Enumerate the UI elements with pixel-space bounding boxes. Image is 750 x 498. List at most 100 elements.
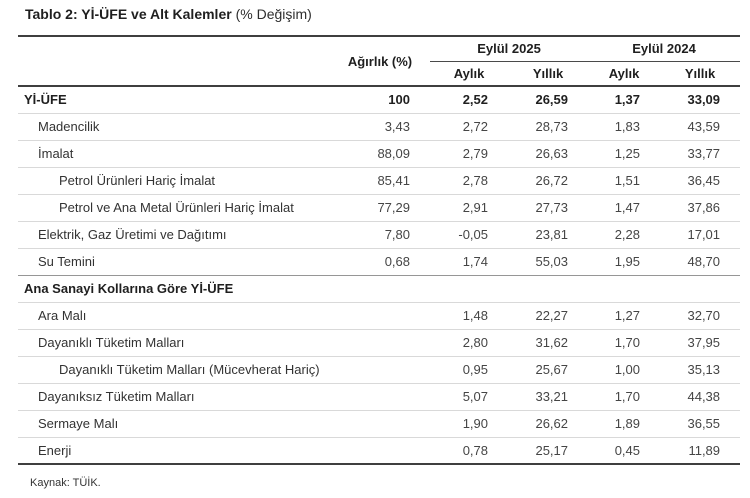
cell-yillik-2025: 22,27 [508, 301, 589, 329]
cell-yillik-2024: 44,38 [660, 382, 741, 410]
cell-yillik-2025: 27,73 [508, 193, 589, 221]
row-label: Dayanıksız Tüketim Malları [18, 382, 334, 410]
cell-weight: 85,41 [334, 166, 430, 194]
cell-weight [334, 382, 430, 410]
cell-weight: 88,09 [334, 139, 430, 167]
cell-yillik-2025: 23,81 [508, 220, 589, 248]
table-row: Dayanıklı Tüketim Malları (Mücevherat Ha… [18, 355, 741, 383]
cell-aylik-2024: 1,47 [588, 193, 661, 221]
cell-yillik-2025: 26,62 [508, 409, 589, 437]
cell-yillik-2024 [660, 274, 741, 302]
table-header: Ağırlık (%) Eylül 2025 Eylül 2024 Aylık … [18, 36, 741, 86]
row-label: Madencilik [18, 112, 334, 140]
cell-aylik-2024: 1,00 [588, 355, 661, 383]
row-label: Yİ-ÜFE [24, 92, 67, 108]
header-sub-row: Aylık Yıllık Aylık Yıllık [18, 61, 740, 86]
cell-weight [334, 274, 430, 302]
table-row: Ara Malı 1,48 22,27 1,27 32,70 [18, 301, 741, 329]
cell-yillik-2025: 26,63 [508, 139, 589, 167]
header-yillik-2025: Yıllık [532, 65, 564, 81]
row-label: Ara Malı [18, 301, 334, 329]
row-label: Dayanıklı Tüketim Malları [18, 328, 334, 356]
row-label: Petrol ve Ana Metal Ürünleri Hariç İmala… [18, 193, 334, 221]
cell-yillik-2025: 26,72 [508, 166, 589, 194]
cell-weight: 77,29 [334, 193, 430, 221]
cell-aylik-2025: 2,80 [430, 328, 508, 356]
cell-aylik-2024: 1,70 [588, 328, 661, 356]
table-row: İmalat 88,09 2,79 26,63 1,25 33,77 [18, 139, 741, 167]
row-label: Petrol Ürünleri Hariç İmalat [18, 166, 334, 194]
table-row: Sermaye Malı 1,90 26,62 1,89 36,55 [18, 409, 741, 437]
cell-aylik-2024: 1,89 [588, 409, 661, 437]
cell-aylik-2024: 1,83 [588, 112, 661, 140]
cell-aylik-2025: -0,05 [430, 220, 508, 248]
row-label: Enerji [18, 436, 334, 464]
header-aylik-2024: Aylık [608, 65, 640, 81]
cell-yillik-2025: 28,73 [508, 112, 589, 140]
cell-aylik-2025: 1,48 [430, 301, 508, 329]
cell-yillik-2024: 32,70 [660, 301, 741, 329]
row-label: Elektrik, Gaz Üretimi ve Dağıtımı [18, 220, 334, 248]
cell-yillik-2025: 25,67 [508, 355, 589, 383]
cell-yillik-2024: 36,55 [660, 409, 741, 437]
cell-yillik-2024: 11,89 [660, 436, 741, 464]
table-row: Petrol ve Ana Metal Ürünleri Hariç İmala… [18, 193, 741, 221]
header-group-eylul-2025: Eylül 2025 [430, 36, 589, 62]
table-row: Elektrik, Gaz Üretimi ve Dağıtımı 7,80 -… [18, 220, 741, 248]
yi-ufe-table: Ağırlık (%) Eylül 2025 Eylül 2024 Aylık … [18, 35, 741, 465]
table-row: Madencilik 3,43 2,72 28,73 1,83 43,59 [18, 112, 741, 140]
table-row: Yİ-ÜFE 100 2,52 26,59 1,37 33,09 [18, 86, 740, 113]
row-label: İmalat [18, 139, 334, 167]
cell-yillik-2025: 26,59 [535, 92, 569, 108]
table-row: Dayanıklı Tüketim Malları 2,80 31,62 1,7… [18, 328, 741, 356]
table-row: Su Temini 0,68 1,74 55,03 1,95 48,70 [18, 247, 741, 275]
header-empty-cell [18, 36, 334, 86]
table-row: Dayanıksız Tüketim Malları 5,07 33,21 1,… [18, 382, 741, 410]
cell-aylik-2024: 2,28 [588, 220, 661, 248]
header-group-eylul-2024: Eylül 2024 [588, 36, 741, 62]
row-label: Dayanıklı Tüketim Malları (Mücevherat Ha… [18, 355, 334, 383]
cell-weight [334, 436, 430, 464]
table-title: Tablo 2: Yİ-ÜFE ve Alt Kalemler (% Değiş… [25, 6, 312, 22]
cell-aylik-2025: 0,78 [430, 436, 508, 464]
cell-yillik-2025: 55,03 [508, 247, 589, 275]
cell-weight [334, 301, 430, 329]
cell-yillik-2024: 35,13 [660, 355, 741, 383]
cell-aylik-2025: 2,78 [430, 166, 508, 194]
cell-weight [334, 409, 430, 437]
cell-yillik-2025: 33,21 [508, 382, 589, 410]
cell-weight: 3,43 [334, 112, 430, 140]
cell-weight [334, 328, 430, 356]
cell-yillik-2024: 33,77 [660, 139, 741, 167]
cell-yillik-2024: 36,45 [660, 166, 741, 194]
table-title-bold: Tablo 2: Yİ-ÜFE ve Alt Kalemler [25, 6, 232, 22]
table-row: Enerji 0,78 25,17 0,45 11,89 [18, 436, 741, 464]
cell-yillik-2024: 37,86 [660, 193, 741, 221]
cell-yillik-2024: 43,59 [660, 112, 741, 140]
cell-aylik-2024: 1,37 [614, 92, 641, 108]
cell-yillik-2024: 48,70 [660, 247, 741, 275]
cell-yillik-2025: 25,17 [508, 436, 589, 464]
cell-yillik-2024: 37,95 [660, 328, 741, 356]
row-label: Ana Sanayi Kollarına Göre Yİ-ÜFE [18, 274, 334, 302]
cell-aylik-2025: 1,90 [430, 409, 508, 437]
cell-aylik-2025: 2,79 [430, 139, 508, 167]
cell-aylik-2025: 2,91 [430, 193, 508, 221]
header-group-row: Ağırlık (%) Eylül 2025 Eylül 2024 [18, 36, 741, 69]
cell-aylik-2024: 1,27 [588, 301, 661, 329]
cell-yillik-2024: 17,01 [660, 220, 741, 248]
table-row: Petrol Ürünleri Hariç İmalat 85,41 2,78 … [18, 166, 741, 194]
table-title-subtitle: (% Değişim) [235, 6, 312, 22]
header-yillik-2024: Yıllık [684, 65, 716, 81]
table-row: Ana Sanayi Kollarına Göre Yİ-ÜFE [18, 274, 741, 302]
cell-weight [334, 355, 430, 383]
cell-yillik-2025 [508, 274, 589, 302]
cell-aylik-2025: 2,52 [462, 92, 488, 108]
cell-aylik-2024: 0,45 [588, 436, 661, 464]
cell-weight: 0,68 [334, 247, 430, 275]
cell-aylik-2025: 1,74 [430, 247, 508, 275]
row-label: Su Temini [18, 247, 334, 275]
header-aylik-2025: Aylık [453, 65, 485, 81]
cell-aylik-2025: 0,95 [430, 355, 508, 383]
